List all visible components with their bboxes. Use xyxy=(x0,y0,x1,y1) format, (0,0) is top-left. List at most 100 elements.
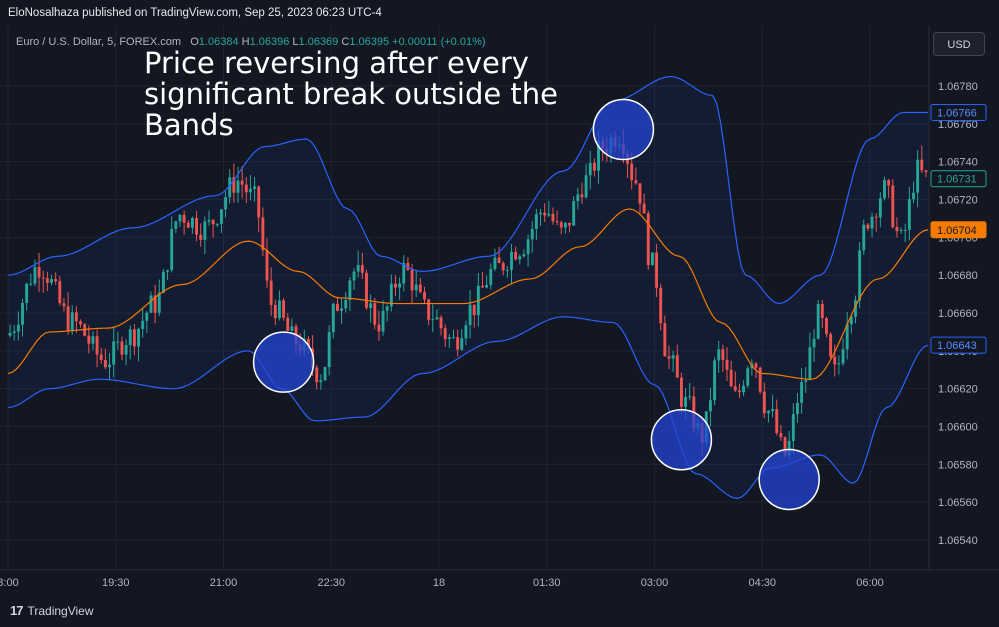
candle-body xyxy=(228,177,232,198)
candle-body xyxy=(269,280,273,306)
candle-body xyxy=(336,303,339,311)
candle-body xyxy=(746,368,750,386)
high-label: H xyxy=(241,36,250,48)
candle-body xyxy=(79,321,82,325)
candle-body xyxy=(423,292,426,300)
candle-body xyxy=(675,355,679,378)
candle-body xyxy=(729,369,733,387)
candle-body xyxy=(253,186,257,189)
candle-body xyxy=(66,306,70,332)
candle-body xyxy=(497,257,501,264)
price-label-basis: 1.06704 xyxy=(937,225,977,237)
candle-body xyxy=(128,329,132,346)
y-tick-label: 1.06740 xyxy=(938,157,978,169)
candle-body xyxy=(580,194,584,198)
candle-body xyxy=(414,284,418,291)
candle-body xyxy=(365,272,368,308)
candle-body xyxy=(916,159,920,193)
tradingview-logo[interactable]: 17 TradingView xyxy=(10,603,94,618)
candle-body xyxy=(650,252,654,266)
price-label-lower-band: 1.06643 xyxy=(937,340,977,352)
y-tick-label: 1.06540 xyxy=(938,535,978,547)
candle-body xyxy=(452,337,455,339)
candle-body xyxy=(431,319,435,321)
chart-annotation: Price reversing after every significant … xyxy=(144,48,574,141)
open-label: O xyxy=(190,36,199,48)
candlestick-chart[interactable]: 1.06540 1.06560 1.06580 1.06600 1.06620 1.066… xyxy=(0,26,999,596)
candle-body xyxy=(688,396,692,398)
candle-body xyxy=(340,308,344,311)
candle-body xyxy=(360,264,364,273)
candle-body xyxy=(41,277,45,279)
candle-body xyxy=(505,269,509,271)
candle-body xyxy=(663,323,667,357)
y-tick-label: 1.06660 xyxy=(938,308,978,320)
candle-body xyxy=(103,359,107,368)
candle-body xyxy=(597,141,600,171)
candle-body xyxy=(161,271,165,293)
candle-body xyxy=(878,198,882,218)
high-value: 1.06396 xyxy=(249,36,290,48)
candle-body xyxy=(232,177,236,193)
x-tick-label: 03:00 xyxy=(641,577,669,589)
y-tick-label: 1.06600 xyxy=(938,422,978,434)
candle-body xyxy=(348,280,352,300)
candle-body xyxy=(737,390,741,393)
candle-body xyxy=(323,367,327,381)
candle-body xyxy=(800,381,804,403)
candle-body xyxy=(273,305,277,319)
y-tick-label: 1.06760 xyxy=(938,119,978,131)
candle-body xyxy=(895,227,899,232)
candle-body xyxy=(671,355,675,359)
candle-body xyxy=(58,281,62,304)
candle-body xyxy=(91,336,95,344)
change-value: +0.00011 (+0.01%) xyxy=(392,36,486,48)
candle-body xyxy=(493,257,497,269)
candle-body xyxy=(543,212,547,216)
candle-body xyxy=(588,162,592,176)
candle-body xyxy=(866,224,870,229)
candle-body xyxy=(327,332,331,368)
y-tick-label: 1.06580 xyxy=(938,459,978,471)
candle-body xyxy=(816,303,820,339)
candle-body xyxy=(924,170,928,172)
candle-body xyxy=(45,278,49,283)
annotation-line-3: Bands xyxy=(144,108,234,142)
candle-body xyxy=(447,337,451,340)
currency-button[interactable]: USD xyxy=(933,32,985,56)
candle-body xyxy=(443,328,447,340)
candle-body xyxy=(468,304,472,326)
candle-body xyxy=(290,326,294,331)
candle-body xyxy=(568,222,571,226)
candle-body xyxy=(767,411,770,414)
candle-body xyxy=(141,320,145,329)
candle-body xyxy=(481,285,484,288)
candle-body xyxy=(410,269,414,291)
candle-body xyxy=(12,331,16,333)
candle-body xyxy=(319,380,323,383)
candle-body xyxy=(659,287,663,324)
candle-body xyxy=(186,222,190,228)
candle-body xyxy=(547,213,551,216)
candle-body xyxy=(721,349,725,360)
close-value: 1.06395 xyxy=(349,36,390,48)
candle-body xyxy=(771,409,775,412)
candle-body xyxy=(157,292,161,313)
candle-body xyxy=(592,162,596,171)
x-tick-label: 04:30 xyxy=(748,577,776,589)
candle-body xyxy=(779,433,783,438)
candle-body xyxy=(646,213,650,266)
candle-body xyxy=(112,341,116,365)
candle-body xyxy=(211,220,215,225)
candle-body xyxy=(389,283,393,307)
candle-body xyxy=(684,396,688,407)
reversal-marker xyxy=(758,448,820,511)
x-tick-label: 19:30 xyxy=(102,577,130,589)
candle-body xyxy=(829,334,833,357)
chart-area[interactable]: 1.06540 1.06560 1.06580 1.06600 1.06620 1.066… xyxy=(0,26,999,596)
candle-body xyxy=(54,279,58,282)
tradingview-logo-icon: 17 xyxy=(10,603,24,618)
candle-body xyxy=(377,324,381,332)
candle-body xyxy=(804,380,808,382)
candle-body xyxy=(207,220,211,222)
